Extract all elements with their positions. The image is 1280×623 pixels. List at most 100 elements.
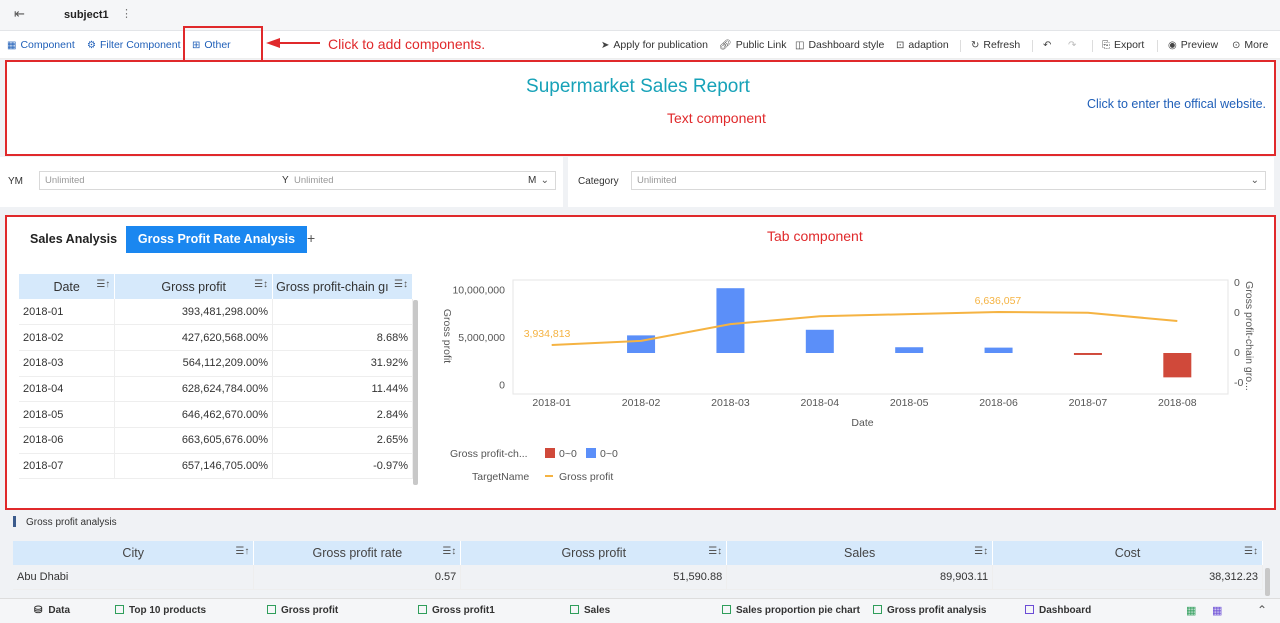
column-header[interactable]: Cost ☰↕ xyxy=(992,541,1263,565)
table-row[interactable]: 2018-04 628,624,784.00% 11.44% xyxy=(19,376,413,403)
sort-icon[interactable]: ☰↕ xyxy=(708,546,723,557)
sort-icon[interactable]: ☰↕ xyxy=(442,546,457,557)
table-row[interactable]: Abu Dhabi 0.57 51,590.88 89,903.11 38,312.23 xyxy=(13,565,1263,590)
redo-icon: ↷ xyxy=(1068,40,1077,51)
export-button[interactable]: ⎘ Export xyxy=(1102,39,1145,51)
line-series[interactable] xyxy=(551,310,1178,346)
other-button[interactable]: ⊞ Other xyxy=(192,39,231,51)
bottom-tab-gross-profit1[interactable]: Gross profit1 xyxy=(418,605,495,616)
ym-filter[interactable]: Unlimited Y Unlimited M ⌄ xyxy=(39,171,556,190)
column-header-date[interactable]: Date ☰↑ xyxy=(19,274,116,299)
undo-button[interactable]: ↶ xyxy=(1043,39,1055,51)
exit-icon[interactable]: ⇤ xyxy=(14,6,25,21)
bottom-tab-sales[interactable]: Sales xyxy=(570,605,610,616)
bottom-tab-gross-profit[interactable]: Gross profit xyxy=(267,605,338,616)
table-cell: 51,590.88 xyxy=(460,565,728,590)
column-header[interactable]: Gross profit ☰↕ xyxy=(460,541,728,565)
table-row[interactable]: 2018-02 427,620,568.00% 8.68% xyxy=(19,324,413,351)
annotation-text-component: Text component xyxy=(667,110,766,126)
redo-button[interactable]: ↷ xyxy=(1068,39,1080,51)
sort-icon[interactable]: ☰↕ xyxy=(974,546,989,557)
apply-publication-button[interactable]: ➤ Apply for publication xyxy=(601,39,708,51)
dashboard-style-button[interactable]: ◫ Dashboard style xyxy=(795,39,885,51)
data-label: 3,934,813 xyxy=(524,328,571,340)
legend-label[interactable]: Gross profit xyxy=(559,471,613,483)
table-cell: 427,620,568.00% xyxy=(114,324,274,351)
add-chart-icon[interactable]: ▦ xyxy=(1186,605,1197,617)
bar[interactable] xyxy=(805,329,834,353)
x-tick-label: 2018-01 xyxy=(532,397,571,409)
bottom-tab-top10[interactable]: Top 10 products xyxy=(115,605,206,616)
table-cell: 2018-03 xyxy=(19,350,116,377)
table-row[interactable]: 2018-01 393,481,298.00% xyxy=(19,299,413,326)
column-header[interactable]: City ☰↑ xyxy=(13,541,255,565)
m-label: M xyxy=(528,175,537,186)
sort-icon[interactable]: ☰↕ xyxy=(1244,546,1258,557)
chevron-down-icon[interactable]: ⌄ xyxy=(540,175,549,186)
export-icon: ⎘ xyxy=(1102,40,1110,51)
chevron-down-icon[interactable]: ⌄ xyxy=(1250,175,1259,186)
component-icon: ▦ xyxy=(7,40,17,51)
y-right-tick-label: 0 xyxy=(1234,347,1240,359)
link-icon: 🔗︎ xyxy=(719,40,732,51)
add-dashboard-icon[interactable]: ▦ xyxy=(1212,605,1223,617)
legend-swatch xyxy=(545,448,555,458)
plot-area xyxy=(512,279,1229,395)
y-placeholder[interactable]: Unlimited xyxy=(294,175,334,186)
sort-icon[interactable]: ☰↑ xyxy=(235,546,250,557)
bottom-tab-dashboard[interactable]: Dashboard xyxy=(1025,605,1091,616)
table-cell: -0.97% xyxy=(272,453,413,480)
table-scrollbar[interactable] xyxy=(413,300,418,485)
legend-label[interactable]: 0~0 xyxy=(600,448,618,460)
bottom-tab-pie-chart[interactable]: Sales proportion pie chart xyxy=(722,605,860,616)
table-cell: 2018-05 xyxy=(19,401,116,428)
chart-icon xyxy=(722,605,731,614)
table-cell: Abu Dhabi xyxy=(13,565,255,590)
filter-component-button[interactable]: ⚙ Filter Component xyxy=(87,39,181,51)
chart-icon xyxy=(115,605,124,614)
bar[interactable] xyxy=(1073,353,1102,355)
more-vert-icon[interactable]: ⋮ xyxy=(121,8,132,20)
table-cell: 0.57 xyxy=(253,565,462,590)
subject-tab[interactable]: subject1 xyxy=(64,9,109,21)
analysis-scrollbar[interactable] xyxy=(1265,568,1270,596)
adaption-button[interactable]: ⊡ adaption xyxy=(896,39,949,51)
refresh-button[interactable]: ↻ Refresh xyxy=(971,39,1021,51)
component-button[interactable]: ▦ Component xyxy=(7,39,75,51)
table-row[interactable]: 2018-07 657,146,705.00% -0.97% xyxy=(19,453,413,480)
website-link[interactable]: Click to enter the offical website. xyxy=(1086,97,1266,111)
table-row[interactable]: 2018-03 564,112,209.00% 31.92% xyxy=(19,350,413,377)
public-link-button[interactable]: 🔗︎ Public Link xyxy=(719,39,787,51)
collapse-icon[interactable]: ⌃ xyxy=(1257,603,1268,617)
bar[interactable] xyxy=(716,288,745,353)
table-cell: 646,462,670.00% xyxy=(114,401,274,428)
text-component[interactable]: Supermarket Sales Report Click to enter … xyxy=(6,61,1274,154)
legend-label[interactable]: 0~0 xyxy=(559,448,577,460)
filter-icon: ⚙ xyxy=(87,40,96,51)
add-tab-button[interactable]: + xyxy=(307,230,316,246)
bar[interactable] xyxy=(984,347,1013,353)
column-header-gross-profit[interactable]: Gross profit ☰↕ xyxy=(114,274,274,299)
divider xyxy=(1157,40,1158,52)
divider xyxy=(1092,40,1093,52)
column-header-gross-profit-chain[interactable]: Gross profit-chain gı ☰↕ xyxy=(272,274,413,299)
more-button[interactable]: ⊙ More xyxy=(1232,39,1269,51)
bottom-tab-gross-profit-analysis[interactable]: Gross profit analysis xyxy=(873,605,986,616)
sort-icon[interactable]: ☰↑ xyxy=(96,279,111,290)
tab-sales-analysis[interactable]: Sales Analysis xyxy=(30,232,118,246)
table-cell: 564,112,209.00% xyxy=(114,350,274,377)
tab-gross-profit-rate-analysis[interactable]: Gross Profit Rate Analysis xyxy=(126,226,307,253)
table-row[interactable]: 2018-06 663,605,676.00% 2.65% xyxy=(19,427,413,454)
column-header[interactable]: Gross profit rate ☰↕ xyxy=(253,541,462,565)
x-axis-title: Date xyxy=(851,417,873,429)
sort-icon[interactable]: ☰↕ xyxy=(254,279,269,290)
table-row[interactable]: 2018-05 646,462,670.00% 2.84% xyxy=(19,401,413,428)
category-filter[interactable]: Unlimited ⌄ xyxy=(631,171,1266,190)
table-cell: 2.84% xyxy=(272,401,413,428)
preview-button[interactable]: ◉ Preview xyxy=(1168,39,1219,51)
column-header[interactable]: Sales ☰↕ xyxy=(726,541,994,565)
bar[interactable] xyxy=(1163,353,1192,378)
bar[interactable] xyxy=(895,347,924,353)
bottom-tab-data[interactable]: ⛁ Data xyxy=(34,605,71,616)
sort-icon[interactable]: ☰↕ xyxy=(394,279,408,290)
